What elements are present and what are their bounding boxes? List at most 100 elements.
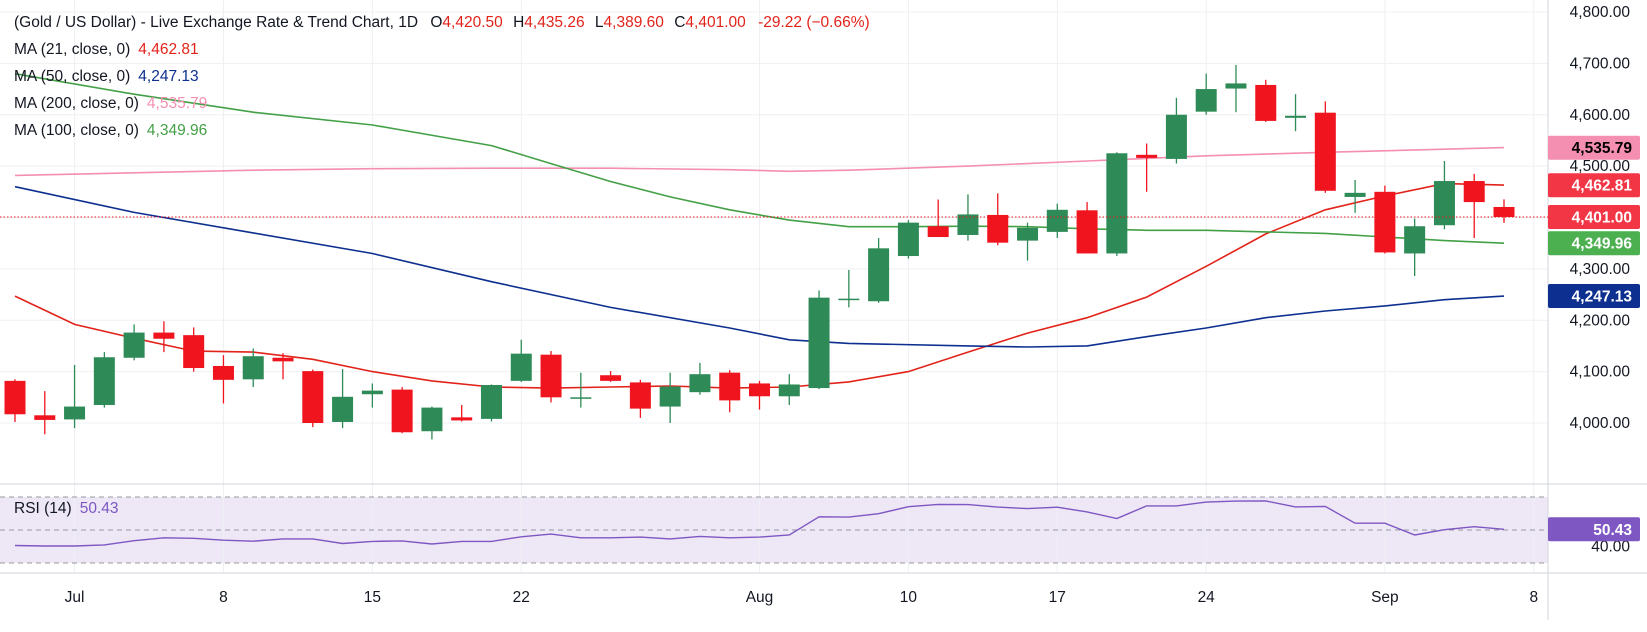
- candle: [451, 405, 473, 422]
- candle-body: [123, 332, 145, 358]
- candle-body: [64, 406, 86, 420]
- candle: [897, 220, 919, 259]
- y-tick-label: 4,800.00: [1570, 4, 1631, 21]
- candle: [34, 391, 56, 435]
- ohlc-open-value: 4,420.50: [442, 14, 503, 31]
- y-tick-label: 4,700.00: [1570, 55, 1631, 72]
- candle: [659, 372, 681, 423]
- y-tick-label: 4,500.00: [1570, 158, 1631, 175]
- price-tag: 4,401.00: [1548, 204, 1640, 229]
- candle-body: [272, 357, 294, 362]
- candle-body: [4, 380, 26, 415]
- candle-body: [570, 397, 592, 399]
- candle-body: [1136, 154, 1158, 158]
- price-tag-text: 4,401.00: [1572, 209, 1632, 226]
- price-tag-box: [1548, 231, 1640, 256]
- legend-rsi[interactable]: RSI (14) 50.43: [14, 500, 119, 518]
- legend-ma21[interactable]: MA (21, close, 0) 4,462.81: [14, 41, 199, 59]
- chart-title-row: (Gold / US Dollar) - Live Exchange Rate …: [14, 14, 870, 32]
- candle: [838, 269, 860, 308]
- candle-body: [629, 382, 651, 409]
- candle: [1374, 185, 1396, 254]
- x-tick-label: 8: [219, 589, 228, 606]
- candle: [1314, 101, 1336, 193]
- legend-ma100-value: 4,349.96: [146, 122, 208, 139]
- candle-body: [510, 353, 532, 381]
- candle-body: [451, 417, 473, 421]
- candle-body: [1493, 206, 1515, 217]
- rsi-line: [14, 500, 1505, 547]
- candle-body: [957, 214, 979, 235]
- candle: [1225, 64, 1247, 113]
- ohlc-close-label: C: [674, 14, 686, 31]
- ohlc-low-label: L: [594, 14, 604, 31]
- candle-body: [34, 415, 56, 420]
- candle-body: [421, 407, 443, 432]
- candle-body: [183, 335, 205, 369]
- legend-ma50-label: MA (50, close, 0): [14, 68, 131, 85]
- candle-body: [838, 298, 860, 301]
- candle: [302, 369, 324, 428]
- legend-ma50[interactable]: MA (50, close, 0) 4,247.13: [14, 68, 199, 86]
- price-tag: 4,535.79: [1548, 135, 1640, 160]
- ohlc-high-label: H: [513, 14, 525, 31]
- ma-line-3: [14, 72, 1505, 244]
- legend-ma200-label: MA (200, close, 0): [14, 95, 139, 112]
- candle-body: [540, 354, 562, 398]
- candle: [1493, 199, 1515, 223]
- y-tick-label: 4,100.00: [1570, 364, 1631, 381]
- candle: [421, 406, 443, 440]
- candle-body: [1225, 83, 1247, 89]
- candle-body: [1344, 192, 1366, 197]
- ohlc-close-value: 4,401.00: [685, 14, 746, 31]
- x-tick-label: 8: [1529, 589, 1538, 606]
- legend-ma100[interactable]: MA (100, close, 0) 4,349.96: [14, 122, 207, 140]
- price-tag: 4,247.13: [1548, 284, 1640, 309]
- candle: [212, 355, 234, 404]
- candle-body: [1046, 209, 1068, 232]
- rsi-tag-box: [1548, 517, 1640, 542]
- candle-body: [93, 357, 115, 406]
- candle: [272, 353, 294, 380]
- candle: [927, 199, 949, 238]
- candle: [510, 339, 532, 382]
- candle: [778, 374, 800, 406]
- candle: [987, 193, 1009, 246]
- x-tick-label: Jul: [65, 589, 85, 606]
- candle-body: [1374, 191, 1396, 253]
- y-tick-label: 4,300.00: [1570, 261, 1631, 278]
- candle: [719, 370, 741, 413]
- candle: [64, 364, 86, 429]
- candle: [1195, 73, 1217, 115]
- candle-body: [719, 372, 741, 401]
- candle: [242, 348, 264, 388]
- candle: [93, 352, 115, 408]
- legend-ma50-value: 4,247.13: [138, 68, 199, 85]
- price-tag: 4,349.96: [1548, 231, 1640, 256]
- legend-rsi-label: RSI (14): [14, 500, 72, 517]
- x-tick-label: 15: [364, 589, 381, 606]
- candle: [540, 351, 562, 403]
- candle: [391, 387, 413, 434]
- price-tag-box: [1548, 173, 1640, 198]
- candle: [1404, 218, 1426, 277]
- rsi-tag-text: 50.43: [1593, 522, 1632, 539]
- candle-body: [302, 371, 324, 423]
- candle-body: [778, 384, 800, 397]
- candle: [1136, 143, 1158, 192]
- ma-line-2: [14, 146, 1505, 177]
- candle: [1433, 160, 1455, 230]
- candle: [123, 324, 145, 361]
- candle-body: [1076, 210, 1098, 254]
- candle-body: [868, 248, 890, 302]
- candle: [957, 194, 979, 241]
- price-tag-text: 4,535.79: [1572, 140, 1633, 157]
- legend-ma100-label: MA (100, close, 0): [14, 122, 139, 139]
- legend-ma200[interactable]: MA (200, close, 0) 4,535.79: [14, 95, 207, 113]
- candle: [689, 362, 711, 395]
- candle-body: [361, 390, 383, 395]
- price-tag-text: 4,247.13: [1572, 289, 1633, 306]
- candle: [868, 238, 890, 303]
